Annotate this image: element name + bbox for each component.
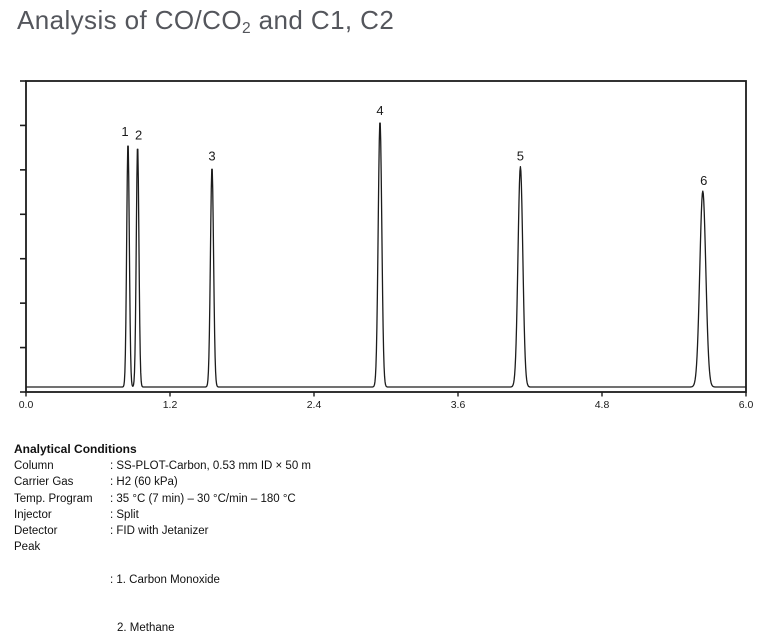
peak-label-3: 3 <box>208 149 215 164</box>
peak-list: : 1. Carbon Monoxide 2. Methane 3. Carbo… <box>110 539 220 642</box>
condition-label: Carrier Gas <box>14 476 74 489</box>
condition-row-column: Column : SS-PLOT-Carbon, 0.53 mm ID × 50… <box>14 458 311 474</box>
peak-label-4: 4 <box>376 103 383 118</box>
x-axis-tick-label: 0.0 <box>19 399 34 411</box>
condition-label: Detector <box>14 525 58 538</box>
x-axis-tick-label: 6.0 <box>739 399 754 411</box>
title-text: Analysis of CO/CO <box>17 5 242 35</box>
x-axis-tick-label: 2.4 <box>307 399 322 411</box>
x-axis-tick-label: 4.8 <box>595 399 610 411</box>
condition-label: Peak <box>14 541 41 554</box>
plot-frame <box>25 80 747 393</box>
peak-label-5: 5 <box>517 149 524 164</box>
chromatogram-chart: 0.0 1.2 2.4 3.6 4.8 6.0 1 2 3 4 5 6 <box>19 80 754 411</box>
condition-row-detector: Detector : FID with Jetanizer <box>14 523 311 539</box>
condition-label: Injector <box>14 508 52 521</box>
trace-line <box>25 122 747 388</box>
peak-label-1: 1 <box>121 124 128 139</box>
peak-list-item-1: : 1. Carbon Monoxide <box>110 573 220 586</box>
page-title: Analysis of CO/CO2 and C1, C2 <box>17 5 395 37</box>
condition-value: : 35 °C (7 min) – 30 °C/min – 180 °C <box>110 492 296 505</box>
peak-label-2: 2 <box>135 127 142 142</box>
x-axis-tick-label: 1.2 <box>163 399 178 411</box>
condition-value: : SS-PLOT-Carbon, 0.53 mm ID × 50 m <box>110 460 312 473</box>
x-axis-tick-label: 3.6 <box>451 399 466 411</box>
condition-label: Column <box>14 460 54 473</box>
condition-value: : FID with Jetanizer <box>110 525 209 538</box>
condition-row-injector: Injector : Split <box>14 507 311 523</box>
condition-row-temp-program: Temp. Program : 35 °C (7 min) – 30 °C/mi… <box>14 491 311 507</box>
peak-label-6: 6 <box>700 173 707 188</box>
condition-value: : Split <box>110 508 139 521</box>
peak-list-item-2: 2. Methane <box>117 622 175 635</box>
analytical-conditions: Analytical Conditions Column : SS-PLOT-C… <box>14 441 311 642</box>
condition-row-carrier-gas: Carrier Gas : H2 (60 kPa) <box>14 474 311 490</box>
conditions-heading: Analytical Conditions <box>14 442 137 456</box>
condition-row-peak-list: Peak : 1. Carbon Monoxide 2. Methane 3. … <box>14 539 311 642</box>
condition-value: : H2 (60 kPa) <box>110 476 178 489</box>
chromatogram-svg: 0.0 1.2 2.4 3.6 4.8 6.0 1 2 3 4 5 6 <box>19 80 754 411</box>
condition-label: Temp. Program <box>14 492 93 505</box>
title-subscript: 2 <box>241 19 252 37</box>
title-text-tail: and C1, C2 <box>251 5 395 35</box>
